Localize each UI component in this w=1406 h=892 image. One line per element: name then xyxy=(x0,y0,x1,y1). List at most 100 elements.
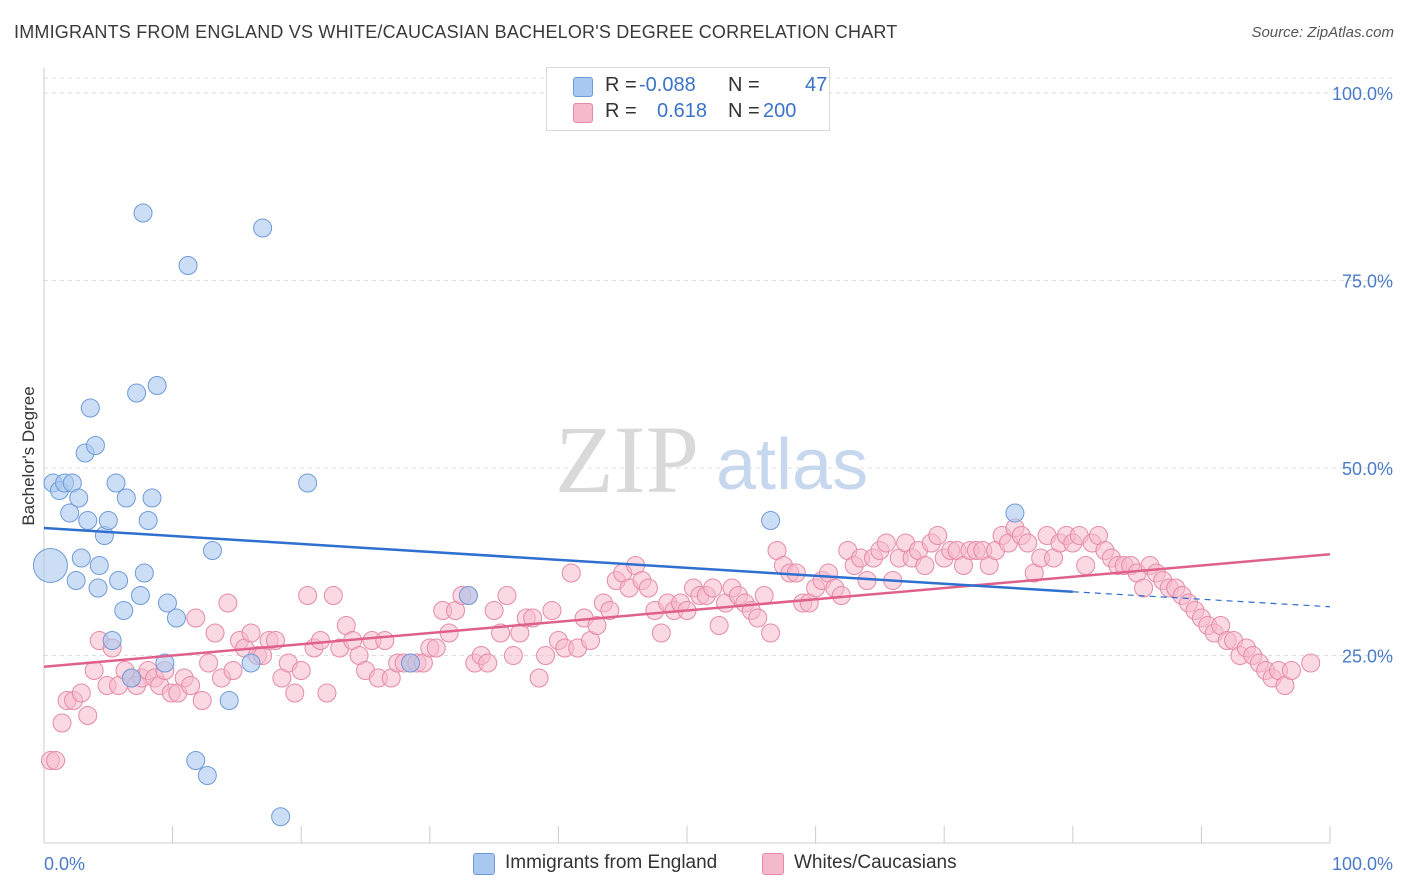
data-point-whites xyxy=(491,623,511,643)
x-tick-label: 0.0% xyxy=(44,854,85,874)
series-whites-caucasians xyxy=(40,518,1321,770)
trend-lines xyxy=(43,526,1331,668)
data-point-whites xyxy=(192,691,212,710)
data-point-whites xyxy=(291,661,311,680)
data-point-whites xyxy=(1281,661,1301,680)
data-point-whites xyxy=(754,586,774,605)
data-point-whites xyxy=(84,661,104,680)
data-point-whites xyxy=(218,593,238,613)
data-point-whites xyxy=(638,578,658,598)
data-point-england xyxy=(241,653,261,673)
y-axis-label: Bachelor's Degree xyxy=(19,386,38,525)
data-point-whites xyxy=(181,676,201,695)
correlation-legend: R = -0.088 N = 47 R = 0.618 N = 200 xyxy=(546,67,830,131)
r-value: -0.088 xyxy=(639,74,696,96)
trend-line-whites xyxy=(43,553,1331,668)
data-point-whites xyxy=(223,661,243,680)
legend-swatch-pink xyxy=(573,103,593,123)
data-point-whites xyxy=(484,601,504,620)
data-point-whites xyxy=(536,646,556,665)
data-point-england xyxy=(80,398,100,418)
data-point-england xyxy=(1005,503,1025,523)
legend-label: Immigrants from England xyxy=(505,852,718,873)
data-point-england xyxy=(71,548,91,568)
data-point-whites xyxy=(561,563,581,583)
data-point-england xyxy=(78,511,98,530)
data-point-whites xyxy=(310,631,330,650)
data-point-whites xyxy=(876,533,896,553)
legend-swatch-blue xyxy=(573,77,593,97)
data-point-whites xyxy=(915,556,935,575)
r-label: R = xyxy=(605,100,643,122)
data-point-england xyxy=(66,571,86,590)
data-point-whites xyxy=(748,608,768,628)
data-point-whites xyxy=(529,668,549,688)
data-point-england xyxy=(85,436,105,455)
watermark-zip: ZIP xyxy=(555,406,699,513)
n-label: N = xyxy=(728,100,766,122)
data-point-whites xyxy=(703,578,723,598)
data-point-whites xyxy=(600,601,620,620)
data-point-england xyxy=(186,751,206,770)
data-point-whites xyxy=(375,631,395,650)
chart-title: IMMIGRANTS FROM ENGLAND VS WHITE/CAUCASI… xyxy=(14,22,898,42)
data-point-whites xyxy=(323,586,343,605)
data-point-england xyxy=(155,653,175,673)
r-value: 0.618 xyxy=(657,100,708,122)
data-point-england xyxy=(134,563,154,583)
data-point-whites xyxy=(298,586,318,605)
data-point-england xyxy=(219,691,239,710)
data-point-whites xyxy=(542,601,562,620)
r-label: R = xyxy=(605,74,643,96)
data-point-whites xyxy=(71,683,91,703)
y-tick-label: 100.0% xyxy=(1332,84,1393,104)
y-tick-label: 25.0% xyxy=(1342,647,1393,667)
data-point-england xyxy=(157,593,177,613)
data-point-whites xyxy=(651,623,671,643)
data-point-england xyxy=(253,218,273,238)
data-point-whites xyxy=(46,751,66,770)
data-point-england xyxy=(458,586,478,605)
legend-swatch-blue xyxy=(473,853,495,875)
axes xyxy=(43,68,1331,844)
data-point-england xyxy=(127,383,147,403)
series-immigrants-england xyxy=(32,203,1025,827)
data-point-england xyxy=(133,203,153,223)
data-point-whites xyxy=(478,653,498,673)
n-value: 47 xyxy=(805,74,828,96)
n-value: 200 xyxy=(763,100,797,122)
data-point-whites xyxy=(1018,533,1038,553)
data-point-england xyxy=(138,511,158,530)
data-point-whites xyxy=(1301,653,1321,673)
y-tick-label: 50.0% xyxy=(1342,459,1393,479)
data-point-england xyxy=(121,668,141,688)
data-point-england xyxy=(60,503,80,523)
data-point-england xyxy=(147,376,167,395)
data-point-england xyxy=(761,511,781,530)
data-point-whites xyxy=(186,608,206,628)
data-point-england xyxy=(88,578,108,598)
data-point-whites xyxy=(317,683,337,703)
watermark: ZIP atlas xyxy=(555,406,868,513)
data-point-whites xyxy=(205,623,225,643)
data-point-england xyxy=(166,608,186,628)
data-point-england xyxy=(106,473,126,493)
data-point-whites xyxy=(241,623,261,643)
data-point-whites xyxy=(1134,578,1154,598)
data-point-whites xyxy=(761,623,781,643)
data-point-whites xyxy=(426,638,446,658)
data-point-england xyxy=(116,488,136,508)
data-point-whites xyxy=(1076,556,1096,575)
data-point-whites xyxy=(709,616,729,635)
data-point-england xyxy=(197,766,217,785)
data-point-whites xyxy=(503,646,523,665)
data-point-england xyxy=(178,256,198,275)
data-point-england xyxy=(109,571,129,590)
trend-line-england xyxy=(43,526,1073,593)
watermark-atlas: atlas xyxy=(716,425,868,505)
data-point-england xyxy=(98,511,118,530)
data-point-england xyxy=(271,807,291,827)
legend-swatch-pink xyxy=(762,853,784,875)
data-point-england xyxy=(142,488,162,508)
